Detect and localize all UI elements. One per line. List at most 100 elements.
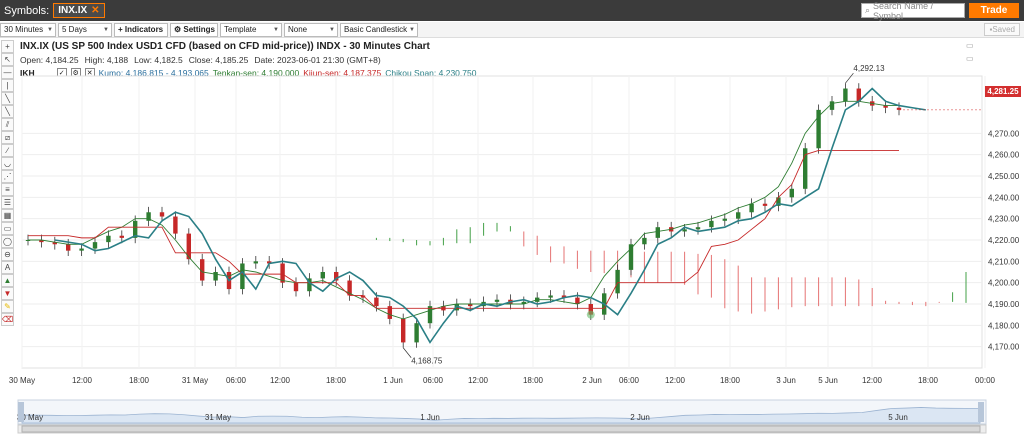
- collapse-icon[interactable]: ▭: [966, 54, 974, 63]
- candle-body: [575, 297, 580, 304]
- chart-type-select[interactable]: Basic Candlestick ▼: [340, 22, 418, 37]
- candle-body: [843, 88, 848, 102]
- trade-button[interactable]: Trade: [969, 3, 1019, 18]
- low-value: Low: 4,182.5: [134, 55, 183, 65]
- text-icon[interactable]: A: [1, 261, 14, 274]
- saved-button[interactable]: ▪ Saved: [984, 23, 1020, 36]
- candle-body: [736, 212, 741, 219]
- y-axis: 4,170.00 4,180.00 4,190.00 4,200.00 4,210.00…: [988, 129, 1020, 351]
- candle-body: [360, 295, 366, 298]
- vertical-line-icon[interactable]: |: [1, 79, 14, 92]
- navigator-handle-left: [18, 402, 24, 422]
- expand-icon[interactable]: ▭: [966, 41, 974, 50]
- eraser-icon[interactable]: ⌫: [1, 313, 14, 326]
- x-tick-label: 12:00: [468, 376, 489, 385]
- chevron-down-icon: ▼: [409, 26, 415, 33]
- tenkan-value: Tenkan-sen: 4,190.000: [212, 68, 300, 78]
- candle-body: [334, 272, 339, 281]
- fib-levels-icon[interactable]: ☰: [1, 196, 14, 209]
- chart-type-value: Basic Candlestick: [344, 25, 408, 34]
- rectangle-icon[interactable]: ▭: [1, 222, 14, 235]
- parallel-lines-icon[interactable]: ⧄: [1, 131, 14, 144]
- candle-body: [293, 282, 299, 292]
- search-icon: ⌕: [865, 5, 871, 15]
- candle-body: [213, 272, 218, 281]
- candle-body: [762, 203, 768, 206]
- x-tick-label: 06:00: [423, 376, 444, 385]
- interval-select[interactable]: 30 Minutes ▼: [0, 22, 56, 37]
- candle-body: [106, 235, 111, 243]
- ellipse-icon[interactable]: ⊖: [1, 248, 14, 261]
- x-tick-label: 2 Jun: [582, 376, 602, 385]
- pencil-icon[interactable]: ✎: [1, 300, 14, 313]
- y-tick-label: 4,260.00: [988, 151, 1020, 160]
- candle-body: [789, 188, 794, 198]
- ray-icon[interactable]: ╲: [1, 105, 14, 118]
- candle-body: [347, 280, 352, 296]
- candle-body: [776, 197, 781, 206]
- template-select[interactable]: Template ▼: [220, 22, 282, 37]
- close-value: Close: 4,185.25: [188, 55, 249, 65]
- high-value: High: 4,188: [84, 55, 129, 65]
- search-input[interactable]: ⌕ Search Name / Symbol: [861, 0, 965, 21]
- pitchfork-icon[interactable]: ∕: [1, 144, 14, 157]
- indicator-name: IKH: [20, 68, 35, 78]
- candle-body: [307, 278, 312, 292]
- save-icon: ▪: [989, 25, 993, 34]
- trend-line-icon[interactable]: ╲: [1, 92, 14, 105]
- x-tick-label: 30 May: [9, 376, 35, 385]
- range-select[interactable]: 5 Days ▼: [58, 22, 112, 37]
- candle-body: [119, 235, 124, 238]
- crosshair-icon[interactable]: +: [1, 40, 14, 53]
- kumo-value: Kumo: 4,186.815 - 4,193.065: [98, 68, 209, 78]
- candle-body: [816, 109, 821, 149]
- chevron-down-icon: ▼: [273, 26, 279, 33]
- high-marker-line: [845, 72, 854, 84]
- settings-button[interactable]: ⚙ Settings: [170, 22, 218, 37]
- candle-body: [615, 269, 620, 294]
- arc-icon[interactable]: ◡: [1, 157, 14, 170]
- chevron-down-icon: ▼: [329, 26, 335, 33]
- arrow-up-icon[interactable]: ▲: [1, 274, 14, 287]
- saved-label: Saved: [992, 25, 1015, 34]
- grid-icon[interactable]: ▦: [1, 209, 14, 222]
- x-tick-label: 31 May: [182, 376, 208, 385]
- comparison-select[interactable]: None ▼: [284, 22, 338, 37]
- circle-icon[interactable]: ◯: [1, 235, 14, 248]
- x-tick-label: 18:00: [523, 376, 544, 385]
- range-value: 5 Days: [62, 25, 87, 34]
- chevron-down-icon: ▼: [103, 26, 109, 33]
- candle-body: [588, 304, 593, 315]
- interval-value: 30 Minutes: [4, 25, 44, 34]
- candle-body: [896, 107, 902, 110]
- candle-body: [468, 304, 473, 307]
- close-icon[interactable]: ✕: [91, 5, 100, 16]
- pointer-icon[interactable]: ↖: [1, 53, 14, 66]
- scrollbar-thumb[interactable]: [21, 425, 981, 433]
- candle-body: [829, 101, 835, 110]
- arrow-down-icon[interactable]: ▼: [1, 287, 14, 300]
- template-value: Template: [224, 25, 257, 34]
- candle-body: [414, 323, 419, 343]
- search-placeholder: Search Name / Symbol: [873, 0, 934, 21]
- fibonacci-icon[interactable]: ≡: [1, 183, 14, 196]
- kijun-value: Kijun-sen: 4,187.375: [303, 68, 382, 78]
- indicators-button[interactable]: + Indicators: [114, 22, 168, 37]
- channel-icon[interactable]: ⫽: [1, 118, 14, 131]
- symbol-tag-label: INX.IX: [58, 5, 88, 16]
- low-marker-line: [402, 347, 412, 358]
- last-price-badge: 4,281.25: [985, 86, 1021, 97]
- candle-body: [494, 299, 500, 302]
- y-tick-label: 4,210.00: [988, 257, 1020, 266]
- horizontal-line-icon[interactable]: —: [1, 66, 14, 79]
- candle-body: [628, 244, 634, 270]
- chart-grid: [21, 75, 986, 369]
- symbol-tag[interactable]: INX.IX ✕: [53, 3, 105, 18]
- y-tick-label: 4,270.00: [988, 129, 1020, 138]
- x-tick-label: 3 Jun: [776, 376, 796, 385]
- x-tick-label: 18:00: [720, 376, 741, 385]
- y-tick-label: 4,220.00: [988, 236, 1020, 245]
- fan-icon[interactable]: ⋰: [1, 170, 14, 183]
- y-tick-label: 4,230.00: [988, 215, 1020, 224]
